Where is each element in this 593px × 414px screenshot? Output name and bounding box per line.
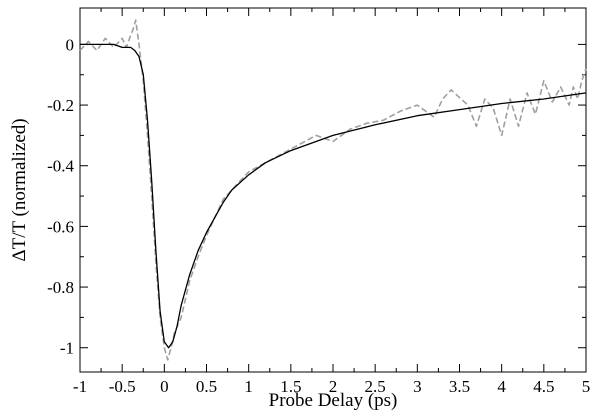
x-tick-label: 3.5	[449, 377, 470, 396]
x-tick-label: -1	[73, 377, 87, 396]
series-line-solid	[80, 43, 587, 349]
series-line-dashed	[79, 19, 587, 361]
y-tick-label: 0	[66, 35, 75, 54]
y-tick-label: -1	[60, 339, 74, 358]
plot-frame	[79, 7, 587, 373]
x-tick-label: 4.5	[533, 377, 554, 396]
x-tick-label: -0.5	[109, 377, 136, 396]
y-axis-title: ΔT/T (normalized)	[9, 118, 30, 261]
x-tick-label: 1	[244, 377, 253, 396]
y-axis: 0 -0.2 -0.4 -0.6 -0.8 -1	[47, 35, 586, 358]
x-tick-label: 2	[329, 377, 338, 396]
x-axis: -1 -0.5 0 0.5 1 1.5 2 2.5 3 3.5 4 4.5 5	[73, 8, 590, 396]
x-tick-label: 0.5	[196, 377, 217, 396]
x-axis-title: Probe Delay (ps)	[269, 390, 398, 411]
y-tick-label: -0.2	[47, 96, 74, 115]
series-layer	[79, 19, 587, 361]
x-tick-label: 5	[582, 377, 591, 396]
x-tick-label: 2.5	[365, 377, 386, 396]
x-tick-label: 4	[497, 377, 506, 396]
y-tick-label: -0.8	[47, 278, 74, 297]
x-tick-label: 1.5	[280, 377, 301, 396]
y-tick-label: -0.6	[47, 217, 74, 236]
x-tick-label: 3	[413, 377, 422, 396]
y-tick-label: -0.4	[47, 157, 74, 176]
x-tick-label: 0	[160, 377, 169, 396]
